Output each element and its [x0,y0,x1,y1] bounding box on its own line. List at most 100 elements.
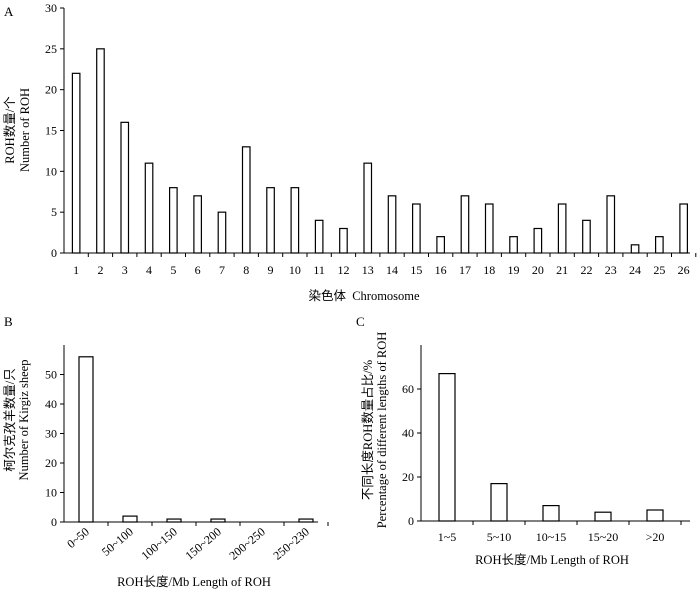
panel-c-bar [594,511,612,522]
panel-a-bar [630,244,640,254]
panel-a-y-tick-label: 5 [51,205,57,219]
panel-b-ylabel-cn: 柯尔克孜羊数量/只 [2,368,17,471]
panel-b-ylabel-en: Number of Kirgiz sheep [17,360,31,481]
panel-a-y-tick-label: 25 [45,42,57,56]
panel-b-bar [298,518,314,523]
panel-b-plot: 0 10 20 30 40 50 0~50 50~100 100~150 150~200 200~2… [45,345,329,563]
panel-a-x-tick-label: 23 [605,263,617,277]
panel-a-bar [509,236,518,254]
panel-b-y-tick-label: 10 [45,486,57,500]
panel-a-x-tick-label: 25 [653,263,665,277]
panel-a-bar [290,187,300,254]
panel-a-x-tick-label: 4 [146,263,152,277]
panel-a-x-tick-label: 13 [362,263,374,277]
panel-a-bar [120,121,130,254]
panel-a-bar [606,195,616,254]
panel-a-bar [460,195,470,254]
panel-a-x-tick-label: 6 [195,263,201,277]
panel-a-bar [387,195,397,254]
panel-a-y-tick-label: 20 [45,83,57,97]
panel-a-bar [169,187,178,254]
panel-a-x-tick-label: 24 [629,263,641,277]
panel-b-bar [78,356,94,523]
panel-a-x-tick-label: 14 [386,263,398,277]
panel-a-y-tick-label: 10 [45,164,57,178]
panel-c-bar [646,509,664,522]
panel-a-bar [412,203,421,254]
panel-a-bar [217,211,227,254]
panel-c-y-tick-label: 40 [402,426,414,440]
panel-b-x-tick-label: 0~50 [64,525,92,551]
panel-a-y-tick-label: 15 [45,124,57,138]
panel-c-x-tick-label: 1~5 [438,530,457,544]
panel-a-x-tick-label: 1 [73,263,79,277]
panel-a-x-tick-label: 20 [532,263,544,277]
panel-a-x-tick-label: 7 [219,263,225,277]
panel-a-y-tick-label: 30 [45,1,57,15]
panel-a-x-tick-label: 21 [556,263,568,277]
panel-c-bar [542,505,560,522]
panel-a-bar [241,146,251,254]
panel-a-y-tick-label: 0 [51,246,57,260]
panel-a-x-tick-label: 9 [268,263,274,277]
panel-a-bar [314,219,324,254]
panel-b-x-tick-label: 200~250 [226,525,268,563]
panel-c-x-tick-label: 5~10 [487,530,512,544]
panel-c-x-tick-label: 15~20 [588,530,619,544]
panel-a-xlabel: 染色体 Chromosome [308,288,420,303]
panel-a-ylabel-cn: ROH数量/个 [2,96,17,164]
panel-a-bar [533,227,543,254]
panel-a-x-tick-label: 8 [243,263,249,277]
panel-a-x-tick-label: 2 [97,263,103,277]
panel-a-x-tick-label: 15 [410,263,422,277]
panel-a-label: A [4,4,14,19]
panel-c-y-tick-label: 0 [408,514,414,528]
panel-a-x-tick-label: 22 [580,263,592,277]
panel-c-bar [438,373,456,522]
panel-a-x-tick-label: 19 [508,263,520,277]
panel-c-ylabel-en: Percentage of different lengths of ROH [375,332,389,529]
panel-b-x-tick-label: 150~200 [182,525,224,563]
panel-b-xlabel: ROH长度/Mb Length of ROH [117,574,271,589]
panel-c-x-tick-label: >20 [646,530,665,544]
panel-a: A ROH数量/个 Number of ROH 染色体 Chromosome 0… [2,1,697,303]
panel-c-plot: 0 20 40 60 1~5 5~10 10~15 15~20 >20 [402,345,690,544]
panel-a-bar [484,203,494,254]
panel-a-bar [193,195,202,254]
panel-c-y-tick-label: 20 [402,470,414,484]
panel-b-label: B [4,314,13,329]
panel-a-x-tick-label: 16 [435,263,447,277]
panel-c-label: C [356,314,365,329]
panel-c-y-tick-label: 60 [402,382,414,396]
panel-a-bar [339,227,348,254]
panel-a-x-tick-label: 10 [289,263,301,277]
panel-a-bar [144,162,154,254]
panel-a-bar [654,236,664,254]
panel-a-x-tick-label: 18 [483,263,495,277]
panel-b-bar [122,515,138,523]
panel-b-y-tick-label: 30 [45,427,57,441]
panel-a-bar [96,48,105,254]
panel-a-bar [363,162,373,254]
panel-a-bar [557,203,567,254]
panel-b-bar [210,518,226,523]
panel-b-x-tick-label: 250~230 [270,525,312,563]
panel-b-bar [166,518,182,523]
panel-a-bar [582,219,591,254]
panel-a-x-tick-label: 5 [170,263,176,277]
panel-c-xlabel: ROH长度/Mb Length of ROH [475,552,629,567]
panel-c-ylabel-cn: 不同长度ROH数量占比/% [360,360,375,500]
panel-c-x-tick-label: 10~15 [536,530,567,544]
panel-a-ylabel-en: Number of ROH [18,88,32,172]
panel-a-bar [436,236,445,254]
panel-b-x-tick-label: 50~100 [99,525,136,559]
panel-b-y-tick-label: 20 [45,456,57,470]
panel-a-x-tick-label: 12 [337,263,349,277]
panel-b-y-tick-label: 50 [45,368,57,382]
panel-c: C 不同长度ROH数量占比/% Percentage of different … [356,314,690,567]
panel-b-y-tick-label: 40 [45,397,57,411]
panel-a-x-tick-label: 17 [459,263,471,277]
panel-a-bar [679,203,689,254]
